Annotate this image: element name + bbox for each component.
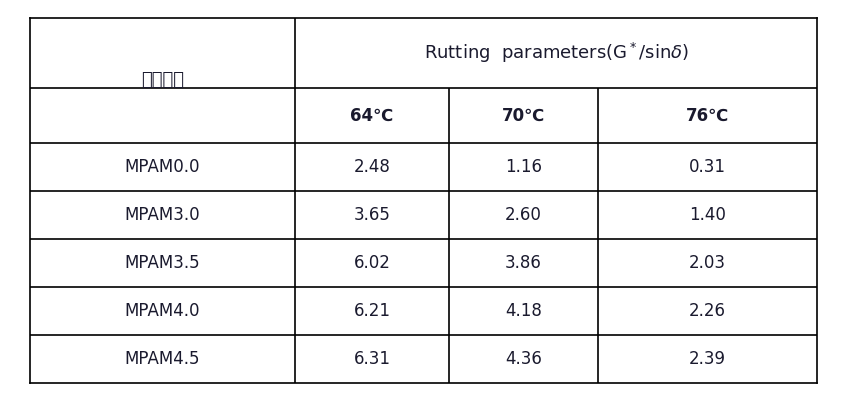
Text: MPAM3.0: MPAM3.0 [125, 206, 200, 224]
Text: 1.16: 1.16 [505, 158, 542, 176]
Text: 6.31: 6.31 [353, 350, 390, 368]
Text: Rutting  parameters(G$^*$/sin$\delta$): Rutting parameters(G$^*$/sin$\delta$) [424, 41, 689, 65]
Text: 2.26: 2.26 [689, 302, 726, 320]
Text: 2.39: 2.39 [689, 350, 726, 368]
Text: 2.60: 2.60 [505, 206, 542, 224]
Text: 3.86: 3.86 [505, 254, 542, 272]
Text: 시료종류: 시료종류 [141, 71, 184, 89]
Text: 76℃: 76℃ [686, 106, 729, 125]
Text: 4.36: 4.36 [505, 350, 542, 368]
Text: 2.48: 2.48 [353, 158, 390, 176]
Text: 64℃: 64℃ [351, 106, 394, 125]
Text: 6.21: 6.21 [353, 302, 390, 320]
Text: 70℃: 70℃ [502, 106, 545, 125]
Text: 3.65: 3.65 [353, 206, 390, 224]
Text: MPAM4.0: MPAM4.0 [125, 302, 200, 320]
Text: 0.31: 0.31 [689, 158, 726, 176]
Text: MPAM0.0: MPAM0.0 [125, 158, 200, 176]
Text: MPAM3.5: MPAM3.5 [125, 254, 200, 272]
Text: 2.03: 2.03 [689, 254, 726, 272]
Text: 1.40: 1.40 [689, 206, 726, 224]
Text: 6.02: 6.02 [353, 254, 390, 272]
Text: MPAM4.5: MPAM4.5 [125, 350, 200, 368]
Text: 4.18: 4.18 [505, 302, 542, 320]
